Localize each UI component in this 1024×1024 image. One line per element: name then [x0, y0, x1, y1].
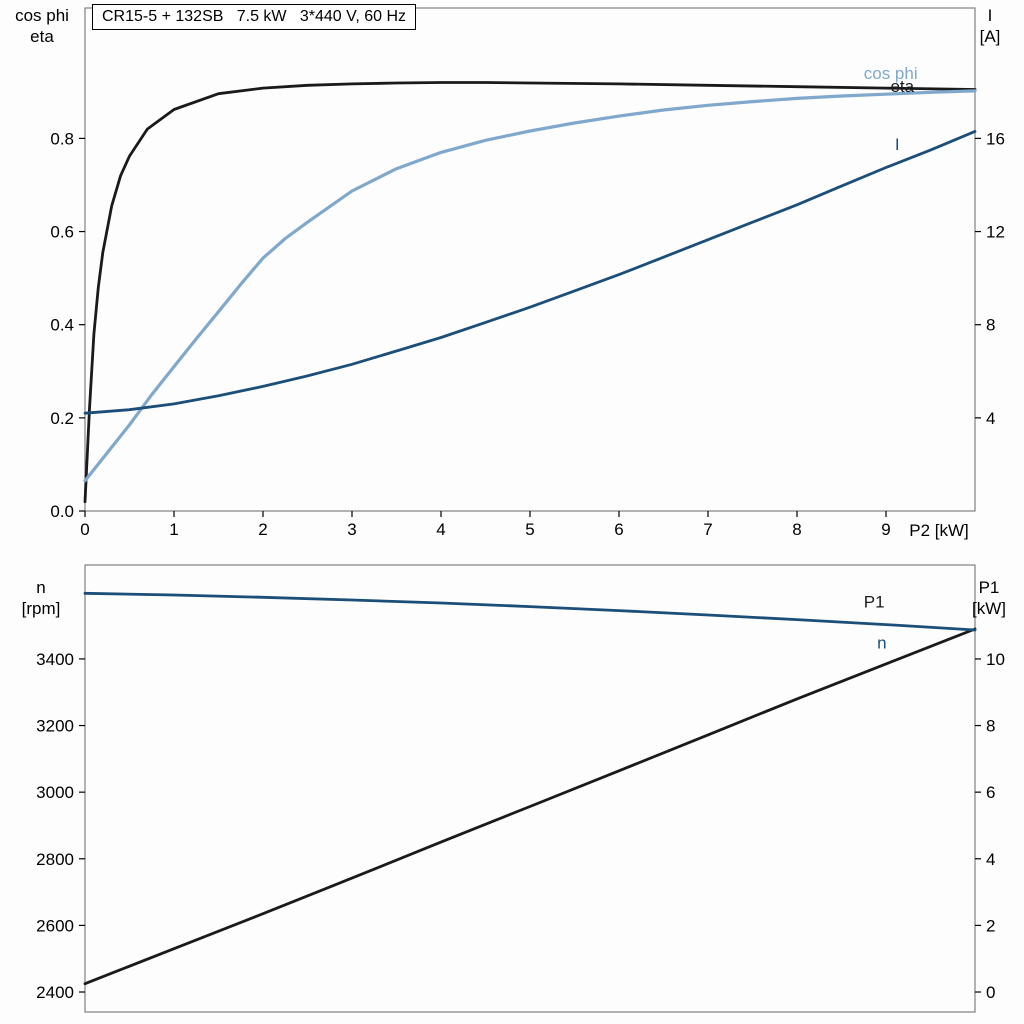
curve-label-input-power-P1: P1 [864, 592, 885, 611]
axis-label-line: [rpm] [21, 599, 61, 618]
right-tick-label: 16 [986, 129, 1005, 148]
right-tick-label: 2 [986, 916, 995, 935]
bottom-chart-left-axis-label: n [rpm] [2, 577, 80, 619]
curve-label-current: I [895, 135, 900, 154]
x-tick-label: 9 [881, 520, 890, 539]
left-tick-label: 0.8 [50, 129, 74, 148]
left-tick-label: 3000 [36, 783, 74, 802]
series-speed-n [83, 591, 977, 632]
curve-label-speed-n: n [877, 633, 886, 652]
x-tick-label: 3 [347, 520, 356, 539]
top-chart-x-axis-label: P2 [kW] [901, 520, 977, 541]
curve-label-cos-phi: cos phi [864, 64, 918, 83]
top-chart-right-axis-label: I [A] [964, 5, 1016, 47]
right-tick-label: 6 [986, 783, 995, 802]
series-input-power-P1 [83, 627, 977, 986]
axis-label-line: [kW] [972, 599, 1006, 618]
plot-border [84, 564, 976, 1013]
bottom-chart: 2400 2600 2800 3000 3200 3400 0 2 4 6 8 10 P1 n [36, 564, 1005, 1013]
left-tick-label: 0.6 [50, 223, 74, 242]
left-tick-label: 3400 [36, 650, 74, 669]
axis-label-line: n [36, 578, 46, 597]
right-tick-label: 8 [986, 717, 995, 736]
top-chart-left-axis-label: cos phi eta [2, 5, 82, 47]
title-box: CR15-5 + 132SB 7.5 kW 3*440 V, 60 Hz [92, 4, 417, 30]
right-tick-label: 12 [986, 223, 1005, 242]
right-tick-label: 4 [986, 409, 995, 428]
x-tick-label: 7 [703, 520, 712, 539]
right-tick-label: 10 [986, 650, 1005, 669]
left-tick-label: 3200 [36, 717, 74, 736]
x-tick-label: 1 [169, 520, 178, 539]
left-tick-label: 0.4 [50, 316, 74, 335]
curve-label-eta: eta [890, 77, 914, 96]
x-tick-label: 4 [436, 520, 445, 539]
axis-label-line: [A] [979, 27, 1001, 46]
axis-label-line: P1 [978, 578, 1000, 597]
left-tick-label: 0.0 [50, 502, 74, 521]
bottom-chart-right-axis-label: P1 [kW] [960, 577, 1018, 619]
series-current [83, 129, 977, 415]
x-tick-label: 6 [614, 520, 623, 539]
x-tick-label: 2 [258, 520, 267, 539]
x-tick-label: 0 [80, 520, 89, 539]
series-eta [83, 81, 977, 504]
axis-label-line: I [987, 6, 993, 25]
series-cos-phi [83, 89, 977, 483]
axis-label-line: eta [30, 27, 54, 46]
left-tick-label: 0.2 [50, 409, 74, 428]
axis-label-line: P2 [kW] [909, 521, 969, 540]
left-tick-label: 2400 [36, 983, 74, 1002]
left-tick-label: 2800 [36, 850, 74, 869]
axis-label-line: cos phi [15, 6, 69, 25]
x-tick-label: 8 [792, 520, 801, 539]
left-tick-label: 2600 [36, 916, 74, 935]
right-tick-label: 4 [986, 850, 995, 869]
x-tick-label: 5 [525, 520, 534, 539]
right-tick-label: 8 [986, 316, 995, 335]
right-tick-label: 0 [986, 983, 995, 1002]
